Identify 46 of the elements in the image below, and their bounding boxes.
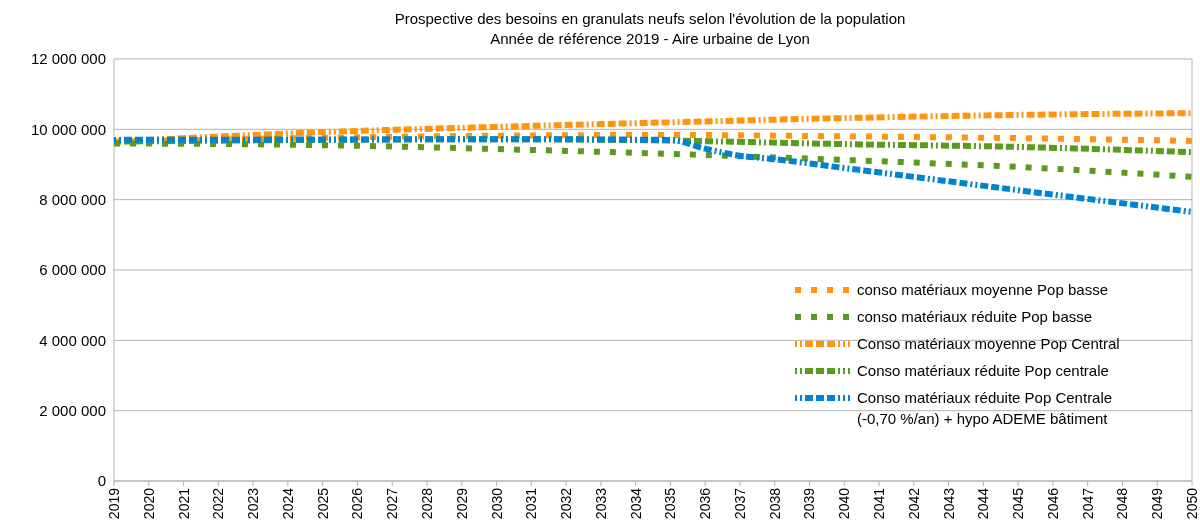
- legend-label: Conso matériaux réduite Pop centrale: [857, 362, 1109, 380]
- x-tick-label: 2041: [871, 487, 888, 520]
- x-tick-label: 2028: [418, 487, 435, 520]
- y-tick-label: 0: [97, 472, 106, 490]
- x-tick-label: 2025: [314, 487, 331, 520]
- x-tick-label: 2023: [245, 487, 262, 520]
- legend-label: Conso matériaux réduite Pop Centrale (-0,70 %/an) + hypo ADEME bâtiment: [857, 389, 1113, 428]
- x-tick-label: 2043: [940, 487, 957, 520]
- x-tick-label: 2045: [1010, 487, 1027, 520]
- y-tick-label: 2 000 000: [39, 401, 106, 419]
- y-tick-label: 10 000 000: [30, 120, 106, 138]
- legend-label: conso matériaux réduite Pop basse: [857, 308, 1093, 326]
- y-tick-label: 6 000 000: [39, 261, 106, 279]
- x-tick-label: 2022: [210, 487, 227, 520]
- x-tick-label: 2039: [801, 487, 818, 520]
- x-tick-label: 2040: [836, 487, 853, 520]
- legend-label: conso matériaux moyenne Pop basse: [857, 281, 1108, 299]
- x-tick-label: 2021: [175, 487, 192, 520]
- x-tick-label: 2035: [662, 487, 679, 520]
- chart-title: Prospective des besoins en granulats neufs selon l'évolution de la population: [394, 10, 906, 27]
- x-tick-label: 2034: [627, 487, 644, 520]
- x-tick-label: 2038: [766, 487, 783, 520]
- x-tick-label: 2019: [106, 487, 122, 520]
- x-tick-label: 2050: [1184, 487, 1200, 520]
- x-tick-label: 2032: [558, 487, 575, 520]
- x-tick-label: 2042: [905, 487, 922, 520]
- legend-label: Conso matériaux moyenne Pop Central: [857, 335, 1120, 353]
- x-tick-label: 2030: [488, 487, 505, 520]
- x-tick-label: 2024: [279, 487, 296, 520]
- y-tick-label: 8 000 000: [39, 190, 106, 208]
- x-tick-label: 2031: [523, 487, 540, 520]
- x-tick-label: 2047: [1079, 487, 1096, 520]
- chart-subtitle: Année de référence 2019 - Aire urbaine de Lyon: [490, 30, 810, 47]
- y-tick-label: 12 000 000: [30, 50, 106, 68]
- x-tick-label: 2044: [975, 487, 992, 520]
- x-tick-label: 2048: [1114, 487, 1131, 520]
- x-tick-label: 2027: [384, 487, 401, 520]
- x-tick-label: 2020: [140, 487, 157, 520]
- x-tick-label: 2037: [731, 487, 748, 520]
- x-tick-label: 2033: [592, 487, 609, 520]
- y-tick-label: 4 000 000: [39, 331, 106, 349]
- x-tick-label: 2036: [697, 487, 714, 520]
- x-tick-label: 2026: [349, 487, 366, 520]
- x-tick-label: 2046: [1044, 487, 1061, 520]
- x-tick-label: 2029: [453, 487, 470, 520]
- x-tick-label: 2049: [1149, 487, 1166, 520]
